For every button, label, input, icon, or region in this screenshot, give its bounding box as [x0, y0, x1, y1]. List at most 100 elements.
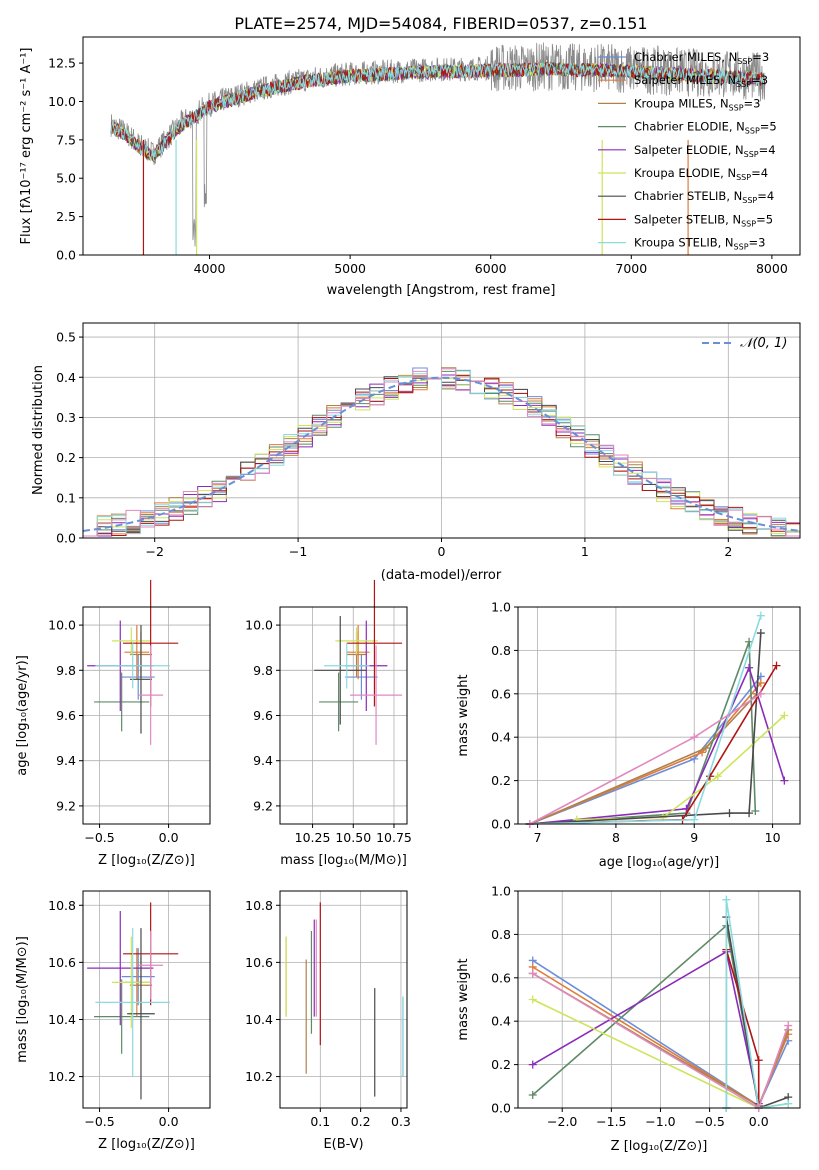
xtick-label: 4000: [194, 261, 226, 276]
legend-label-7: Salpeter STELIB, NSSP=5: [634, 212, 773, 228]
xlabel: Z [log₁₀(Z/Z⊙)]: [98, 1137, 195, 1152]
grid: [280, 891, 407, 1108]
weight-line-6: [725, 916, 789, 1110]
ytick-label: 9.6: [56, 708, 76, 723]
legend-model-name: Chabrier STELIB, N: [634, 189, 742, 203]
legend-subscript: SSP: [737, 57, 752, 66]
ytick-label: 10.6: [245, 955, 273, 970]
weight-vs-metallicity-panel: −2.0 −1.5 −1.0 −0.5 0.0 0.0 0.2 0.4 0.6 0.8 1.0 Z […: [456, 884, 801, 1154]
xtick-label: 10.25: [295, 830, 331, 845]
legend-label-6: Chabrier STELIB, NSSP=4: [634, 189, 774, 205]
ticks-5: −0.5 0.0 10.2 10.4 10.6 10.8: [48, 898, 178, 1129]
xtick-label: −1.5: [596, 1114, 626, 1129]
legend-label-1: Salpeter MILES, NSSP=3: [634, 73, 768, 89]
weight-marker-2: [702, 744, 710, 753]
gaussian-legend-label: 𝒩(0, 1): [740, 336, 787, 351]
legend-value: =4: [759, 143, 776, 157]
xtick-label: −0.5: [84, 1114, 114, 1129]
model-spectrum-8: [110, 61, 766, 160]
legend-model-name: Kroupa ELODIE, N: [634, 166, 736, 180]
weight-line-3: [529, 641, 757, 825]
ytick-label: 12.5: [48, 56, 76, 71]
ytick-label: 0.0: [56, 531, 76, 546]
error-bars: [87, 579, 179, 745]
grid: [83, 607, 210, 824]
ytick-label: 0.3: [56, 410, 76, 425]
weight-line-4: [532, 950, 760, 1104]
error-bars: [285, 902, 404, 1097]
weight-marker-6: [756, 629, 765, 638]
residual-ticks: −2 −1 0 1 2 0.0 0.1 0.2 0.3 0.4 0.5: [56, 330, 732, 559]
ytick-label: 10.2: [245, 1069, 273, 1084]
ticks-4: 7 8 9 10 0.0 0.2 0.4 0.6 0.8 1.0: [491, 600, 780, 846]
xtick-label: 8: [612, 830, 620, 845]
ytick-label: 9.6: [253, 708, 273, 723]
weight-marker-7: [754, 1056, 763, 1065]
ytick-label: 9.8: [253, 663, 273, 678]
ytick-label: 10.8: [48, 898, 76, 913]
ylabel: mass [log₁₀(M/M⊙)]: [15, 936, 30, 1063]
legend-value: =3: [751, 73, 768, 87]
ytick-label: 0.2: [491, 773, 511, 788]
legend-value: =4: [751, 166, 768, 180]
ytick-label: 0.0: [491, 1101, 511, 1116]
ticks-3: 10.25 10.50 10.75 9.2 9.4 9.6 9.8 10.0: [245, 618, 412, 845]
weight-marker-3: [751, 806, 760, 815]
legend-subscript: SSP: [744, 150, 759, 159]
spectrum-xlabel: wavelength [Angstrom, rest frame]: [327, 283, 556, 298]
xtick-label: 5000: [334, 261, 366, 276]
ticks-1: −2 −1 0 1 2 0.0 0.1 0.2 0.3 0.4 0.5: [56, 330, 732, 559]
xlabel: E(B-V): [323, 1137, 363, 1152]
xtick-label: 10: [765, 830, 781, 845]
ytick-label: 9.4: [56, 753, 76, 768]
ytick-label: 0.0: [491, 817, 511, 832]
frame: [279, 890, 408, 1109]
ytick-label: 10.0: [48, 618, 76, 633]
legend-subscript: SSP: [729, 103, 744, 112]
residual-legend: 𝒩(0, 1): [702, 336, 787, 351]
xtick-label: 0: [438, 544, 446, 559]
weight-marker-5: [528, 995, 537, 1004]
ticks-2: −0.5 0.0 9.2 9.4 9.6 9.8 10.0: [48, 618, 178, 845]
xtick-label: 6000: [475, 261, 507, 276]
xtick-label: 0.2: [351, 1114, 371, 1129]
ylabel: mass weight: [456, 674, 471, 756]
grid: [83, 891, 210, 1108]
age-vs-mass-panel: 10.25 10.50 10.75 9.2 9.4 9.6 9.8 10.0 mass [log…: [245, 579, 412, 868]
ytick-label: 0.2: [491, 1057, 511, 1072]
weight-marker-3: [528, 1090, 537, 1099]
xlabel: mass [log₁₀(M/M⊙)]: [280, 853, 407, 868]
spectrum-lines: [110, 42, 766, 255]
legend-label-8: Kroupa STELIB, NSSP=3: [634, 236, 765, 252]
xtick-label: −2.0: [547, 1114, 577, 1129]
grid: [518, 890, 800, 1109]
grid: [518, 606, 800, 825]
xtick-label: −0.5: [694, 1114, 724, 1129]
xtick-label: 7: [534, 830, 542, 845]
ytick-label: 9.2: [253, 798, 273, 813]
legend-value: =3: [752, 50, 769, 64]
xlabel: age [log₁₀(age/yr)]: [599, 855, 720, 870]
legend-label-2: Kroupa MILES, NSSP=3: [634, 96, 760, 112]
legend-label-0: Chabrier MILES, NSSP=3: [634, 50, 769, 66]
error-bars: [87, 902, 179, 1100]
ytick-label: 0.1: [56, 490, 76, 505]
weight-line-6: [529, 632, 762, 825]
xtick-label: −2: [145, 544, 163, 559]
weight-marker-4: [745, 663, 754, 672]
residual-histograms: [82, 367, 800, 538]
frame: [517, 606, 801, 825]
weight-marker-8: [784, 1099, 793, 1108]
weight-line-8: [529, 615, 762, 825]
ytick-label: 10.8: [245, 898, 273, 913]
legend-model-name: Chabrier ELODIE, N: [634, 120, 745, 134]
ytick-label: 0.0: [56, 248, 76, 263]
weight-marker-9: [756, 689, 765, 698]
xtick-label: 10.75: [376, 830, 412, 845]
ytick-label: 10.0: [48, 94, 76, 109]
legend-model-name: Salpeter MILES, N: [634, 73, 736, 87]
legend-subscript: SSP: [741, 219, 756, 228]
legend-subscript: SSP: [745, 127, 760, 136]
xtick-label: −0.5: [84, 830, 114, 845]
spectrum-frame: [82, 36, 801, 256]
